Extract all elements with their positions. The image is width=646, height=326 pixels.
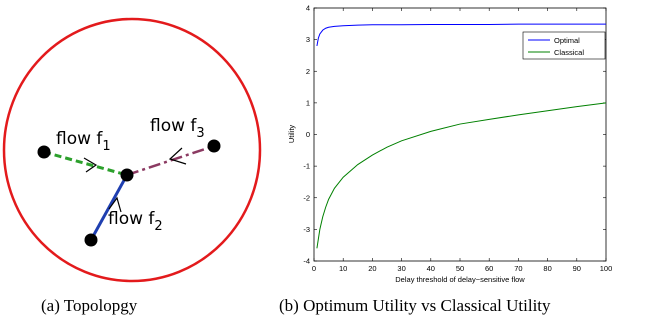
x-tick-label: 70 [514, 264, 522, 273]
x-tick-label: 50 [456, 264, 464, 273]
series-line-classical [316, 102, 607, 249]
y-tick-label: 4 [306, 4, 310, 13]
y-tick-label: 3 [306, 35, 310, 44]
flow-f3-link [126, 144, 215, 177]
caption-utility-chart: (b) Optimum Utility vs Classical Utility [279, 296, 551, 315]
flow-f1-arrow-icon [83, 157, 98, 173]
node-right [207, 139, 221, 153]
flow-f3-arrow-icon [168, 147, 187, 165]
x-tick-label: 80 [543, 264, 551, 273]
flow-f3-label: flow f3 [150, 116, 205, 141]
topology-diagram: flow f1 flow f3 flow f2 [2, 17, 262, 283]
x-tick-label: 10 [339, 264, 347, 273]
node-center [120, 168, 134, 182]
flow-f1-link [43, 150, 128, 177]
y-tick-label: -4 [303, 257, 310, 266]
x-tick-label: 90 [573, 264, 581, 273]
y-tick-label: 2 [306, 67, 310, 76]
utility-chart: 0 10 20 30 40 50 60 70 80 90 100 -4 -3 -2 -1 0 1 2 3 4 Dela… [287, 4, 612, 285]
x-tick-label: 40 [427, 264, 435, 273]
y-axis-label: Utility [287, 125, 296, 144]
legend: Optimal Classical [522, 31, 606, 60]
node-bottom [84, 233, 98, 247]
y-tick-label: -3 [303, 225, 310, 234]
flow-f2-arrow-icon [108, 196, 122, 213]
x-tick-label: 0 [312, 264, 316, 273]
x-tick-label: 30 [397, 264, 405, 273]
series-line-optimal [316, 23, 606, 47]
series-lines [316, 23, 607, 249]
x-tick-label: 20 [368, 264, 376, 273]
y-tick-label: 0 [306, 130, 310, 139]
x-tick-label: 60 [485, 264, 493, 273]
x-tick-label: 100 [600, 264, 613, 273]
caption-topology: (a) Topolopgy [41, 296, 138, 315]
flow-f2-link [89, 174, 129, 241]
y-tick-label: -1 [303, 162, 310, 171]
node-left [37, 145, 51, 159]
y-tick-label: -2 [303, 193, 310, 202]
y-tick-label: 1 [306, 98, 310, 107]
legend-classical-label: Classical [554, 48, 584, 57]
flow-f1-label: flow f1 [56, 129, 111, 154]
x-axis-label: Delay threshold of delay−sensitive flow [395, 275, 525, 284]
legend-box [522, 31, 606, 60]
network-boundary [2, 17, 262, 283]
legend-optimal-label: Optimal [554, 36, 580, 45]
flow-f2-label: flow f2 [108, 209, 163, 234]
axis-ticks: 0 10 20 30 40 50 60 70 80 90 100 -4 -3 -2 -1 0 1 2 3 4 [303, 4, 612, 274]
